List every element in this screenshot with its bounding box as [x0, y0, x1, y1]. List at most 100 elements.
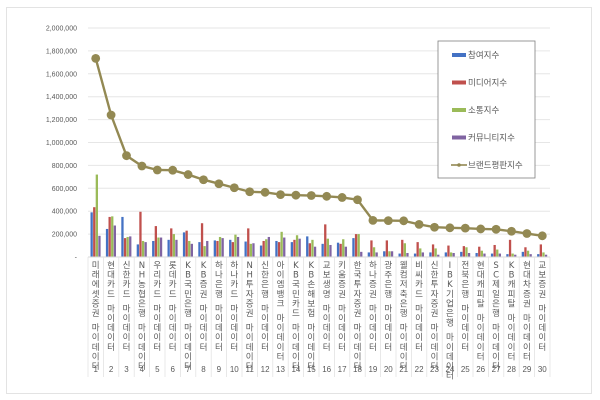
svg-text:자: 자 [354, 290, 362, 300]
svg-text:마: 마 [446, 333, 454, 343]
x-category-number: 29 [522, 365, 531, 374]
svg-text:데: 데 [384, 324, 392, 334]
bar-series [90, 174, 548, 257]
bar [449, 252, 453, 257]
svg-text:이: 이 [246, 332, 254, 343]
svg-text:이: 이 [338, 332, 346, 343]
svg-text:데: 데 [431, 343, 439, 353]
legend-label: 소통지수 [468, 106, 499, 116]
svg-text:터: 터 [184, 362, 192, 372]
svg-text:터: 터 [400, 362, 408, 372]
svg-text:마: 마 [538, 304, 546, 314]
bar [416, 242, 419, 257]
svg-text:터: 터 [446, 372, 454, 382]
y-tick-label: - [75, 255, 78, 262]
svg-text:터: 터 [261, 343, 269, 353]
svg-text:K: K [185, 261, 191, 271]
bar [113, 225, 116, 257]
svg-text:한: 한 [261, 271, 269, 281]
svg-text:마: 마 [169, 304, 177, 314]
svg-text:터: 터 [215, 343, 223, 353]
line-marker [260, 187, 270, 197]
svg-text:이: 이 [538, 313, 546, 324]
bar [185, 230, 188, 257]
bar [295, 235, 299, 257]
bar [406, 252, 409, 257]
x-category-number: 19 [368, 365, 377, 374]
svg-text:은: 은 [184, 299, 192, 309]
bar [452, 252, 455, 257]
bar [308, 243, 311, 257]
svg-text:신: 신 [261, 261, 269, 271]
x-category-number: 4 [140, 365, 145, 374]
bar [157, 237, 160, 257]
bar [136, 244, 139, 257]
svg-text:데: 데 [246, 343, 254, 353]
bar [152, 240, 155, 257]
svg-text:데: 데 [153, 324, 161, 334]
svg-text:신: 신 [431, 261, 439, 271]
line-marker [106, 110, 116, 120]
svg-text:행: 행 [492, 308, 500, 319]
bar [336, 242, 340, 257]
bar [311, 239, 314, 257]
svg-text:국: 국 [184, 280, 192, 290]
svg-text:이: 이 [230, 313, 238, 324]
svg-text:행: 행 [384, 289, 392, 300]
bar [544, 254, 548, 257]
svg-text:마: 마 [215, 304, 223, 314]
svg-text:이: 이 [277, 323, 285, 334]
svg-text:N: N [139, 261, 145, 271]
svg-text:우: 우 [153, 261, 161, 271]
svg-text:터: 터 [138, 362, 146, 372]
svg-text:터: 터 [277, 352, 285, 362]
bar [447, 245, 450, 257]
bar [249, 243, 252, 257]
svg-text:터: 터 [508, 352, 516, 362]
bar [126, 236, 129, 257]
svg-text:민: 민 [292, 289, 300, 300]
bar [370, 240, 373, 257]
svg-text:이: 이 [92, 351, 100, 362]
svg-text:마: 마 [431, 324, 439, 334]
line-marker [337, 193, 347, 202]
line-marker [491, 224, 501, 234]
bar [275, 240, 278, 257]
svg-text:자: 자 [431, 290, 439, 300]
x-category-number: 18 [353, 365, 362, 374]
svg-text:신: 신 [123, 261, 131, 271]
svg-text:이: 이 [446, 342, 454, 353]
svg-text:증: 증 [338, 280, 346, 290]
line-marker [229, 183, 239, 193]
svg-text:행: 행 [461, 289, 469, 300]
svg-text:대: 대 [523, 271, 531, 281]
svg-text:데: 데 [538, 324, 546, 334]
bar [203, 246, 206, 257]
svg-text:이: 이 [184, 351, 192, 362]
line-marker [445, 223, 455, 233]
bar [90, 212, 93, 257]
svg-text:권: 권 [538, 289, 546, 300]
svg-text:보: 보 [323, 271, 331, 281]
line-marker [168, 165, 178, 175]
svg-text:엠: 엠 [277, 279, 285, 290]
x-axis: 미래에셋증권마이데이터1현대카드마이데이터2신한카드마이데이터3NH농협은행마이… [87, 256, 551, 382]
bar [521, 251, 524, 257]
svg-text:이: 이 [200, 332, 208, 343]
svg-text:현: 현 [107, 261, 115, 271]
legend-item: 브랜드평판지수 [451, 160, 523, 171]
svg-text:데: 데 [415, 324, 423, 334]
bar [141, 240, 145, 257]
legend-item: 참여지수 [452, 50, 499, 61]
svg-text:저: 저 [400, 280, 408, 290]
svg-text:해: 해 [307, 290, 315, 300]
svg-text:컴: 컴 [400, 270, 408, 281]
svg-text:키: 키 [338, 261, 346, 271]
svg-text:증: 증 [431, 299, 439, 309]
svg-text:카: 카 [292, 299, 300, 309]
svg-text:카: 카 [415, 280, 423, 290]
